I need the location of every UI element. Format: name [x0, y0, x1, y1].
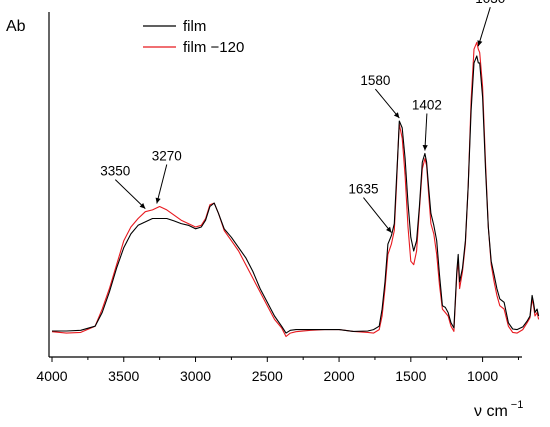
x-axis-label-text: ν cm: [474, 403, 508, 420]
x-tick-label-1000: 1000: [467, 368, 498, 384]
x-axis-label-exponent: −1: [511, 399, 524, 411]
spectrum-series: [51, 41, 540, 338]
peak-arrowhead-1402: [422, 144, 428, 151]
peak-arrowhead-1030: [477, 40, 483, 47]
peak-arrowhead-1580: [393, 112, 400, 119]
peak-arrow-1030: [477, 7, 491, 47]
peak-label-1030: 1030: [475, 0, 505, 6]
x-tick-label-3500: 3500: [108, 368, 139, 384]
x-ticks: 4000 3500 3000 2500 2000 1500 1000: [36, 357, 519, 384]
x-axis-label: ν cm −1: [474, 399, 523, 420]
peak-arrowhead-1635: [386, 226, 392, 233]
legend-label-film: film: [183, 18, 206, 35]
peak-label-3350: 3350: [100, 164, 130, 179]
x-tick-label-2500: 2500: [252, 368, 283, 384]
x-tick-label-4000: 4000: [36, 368, 67, 384]
peak-arrow-3270: [156, 164, 168, 204]
x-tick-label-1500: 1500: [395, 368, 426, 384]
peak-arrow-3350: [114, 179, 146, 210]
legend: film film −120: [143, 18, 244, 56]
peak-arrowhead-3350: [139, 203, 146, 209]
peak-label-1580: 1580: [360, 73, 390, 88]
peak-arrow-1402: [424, 113, 428, 151]
peak-arrowhead-3270: [155, 197, 161, 204]
peak-arrow-1580: [374, 88, 400, 119]
peak-arrow-1635: [363, 197, 392, 233]
peak-label-1402: 1402: [412, 98, 442, 113]
x-tick-label-3000: 3000: [180, 368, 211, 384]
series-line-film: [52, 55, 540, 334]
peak-annotations: 3350 3270 1635 1580 1402 1030: [100, 0, 505, 233]
peak-label-3270: 3270: [152, 149, 182, 164]
x-tick-label-2000: 2000: [323, 368, 354, 384]
y-axis-label: Ab: [6, 18, 26, 35]
legend-label-film-120: film −120: [183, 39, 244, 56]
peak-label-1635: 1635: [348, 182, 378, 197]
